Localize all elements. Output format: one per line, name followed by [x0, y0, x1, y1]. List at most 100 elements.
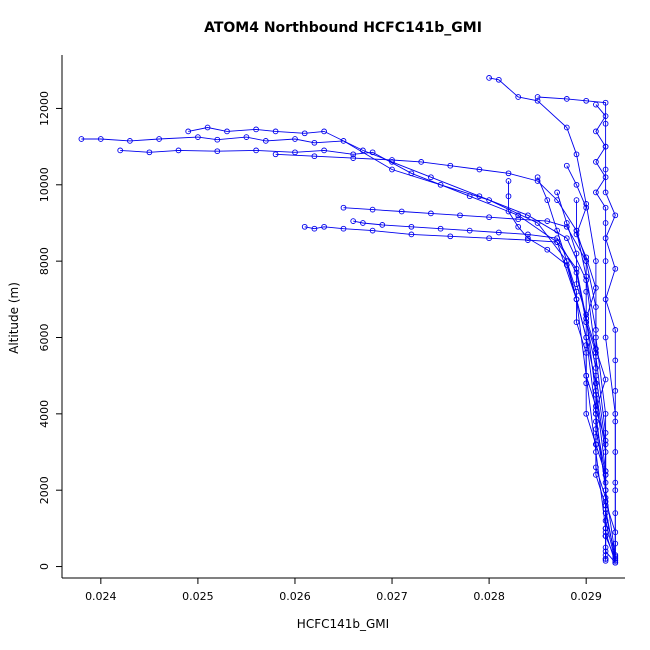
data-point: [515, 212, 522, 219]
series-line: [188, 127, 616, 559]
chart-title: ATOM4 Northbound HCFC141b_GMI: [204, 20, 482, 36]
x-tick-label: 0.028: [473, 590, 505, 603]
data-point: [563, 124, 570, 131]
data-point: [360, 147, 366, 154]
data-point: [612, 449, 619, 455]
data-point: [583, 204, 590, 211]
data-point: [573, 250, 580, 257]
series-line: [595, 104, 616, 556]
data-point: [573, 269, 580, 276]
data-point: [146, 149, 153, 156]
data-point: [573, 231, 580, 238]
data-point: [593, 327, 599, 333]
data-point: [573, 319, 580, 326]
data-point: [525, 231, 531, 238]
y-tick-label: 0: [38, 563, 51, 570]
series-line: [304, 226, 607, 548]
y-tick-label: 6000: [38, 323, 51, 351]
data-point: [593, 346, 599, 352]
series-profile-12: [534, 94, 619, 564]
series-profile-09: [272, 151, 619, 560]
y-tick-label: 2000: [38, 476, 51, 504]
data-point: [301, 130, 308, 137]
data-point: [408, 170, 415, 177]
data-point: [593, 285, 599, 291]
series-profile-10: [505, 178, 609, 564]
data-point: [602, 189, 609, 196]
data-point: [340, 204, 347, 211]
data-point: [360, 220, 366, 226]
data-point: [272, 128, 279, 135]
series-line: [353, 220, 616, 563]
data-point: [544, 197, 551, 203]
data-point: [185, 128, 192, 135]
data-point: [563, 96, 570, 102]
data-point: [214, 148, 221, 155]
data-point: [204, 124, 211, 131]
data-point: [525, 212, 531, 219]
data-point: [301, 223, 308, 230]
data-point: [534, 174, 541, 181]
data-point: [612, 510, 619, 516]
data-point: [563, 258, 570, 264]
y-tick-label: 10000: [38, 167, 51, 202]
data-point: [350, 218, 357, 224]
data-point: [418, 159, 425, 165]
series-layer: [78, 75, 619, 566]
data-point: [350, 155, 357, 161]
data-point: [515, 223, 522, 230]
data-point: [379, 222, 386, 228]
series-line: [275, 153, 616, 558]
series-profile-13: [350, 218, 619, 566]
series-profile-04: [486, 75, 619, 558]
data-point: [534, 178, 541, 184]
data-point: [563, 162, 570, 169]
data-point: [369, 206, 376, 213]
data-point: [554, 197, 560, 203]
data-point: [457, 212, 463, 219]
x-axis-title: HCFC141b_GMI: [297, 617, 389, 631]
series-line: [576, 200, 616, 560]
data-point: [593, 159, 599, 165]
data-point: [583, 349, 590, 356]
data-point: [224, 128, 230, 135]
data-point: [612, 327, 619, 333]
data-point: [554, 235, 560, 242]
y-axis-title: Altitude (m): [7, 282, 21, 354]
data-point: [583, 410, 590, 417]
data-point: [495, 76, 502, 83]
y-tick-label: 12000: [38, 91, 51, 126]
data-point: [428, 174, 434, 181]
data-point: [573, 181, 580, 188]
data-point: [398, 208, 405, 215]
data-point: [583, 254, 590, 261]
series-line: [120, 149, 607, 559]
data-point: [476, 166, 483, 173]
data-point: [447, 233, 454, 240]
data-point: [602, 99, 609, 106]
data-point: [602, 557, 609, 564]
data-point: [350, 151, 357, 158]
y-tick-label: 8000: [38, 247, 51, 275]
data-point: [505, 208, 512, 215]
data-point: [486, 75, 492, 81]
data-point: [612, 212, 619, 219]
data-point: [544, 246, 551, 253]
data-point: [602, 258, 609, 264]
data-point: [602, 502, 609, 509]
data-point: [253, 126, 259, 133]
data-point: [253, 147, 259, 154]
series-profile-01: [78, 134, 609, 558]
series-profile-15: [563, 162, 619, 560]
data-point: [593, 304, 599, 310]
data-point: [156, 136, 162, 142]
data-point: [612, 418, 619, 425]
data-point: [593, 407, 599, 413]
series-line: [537, 96, 616, 561]
data-point: [612, 479, 619, 486]
data-point: [583, 315, 590, 322]
data-point: [593, 380, 599, 387]
data-point: [554, 189, 560, 196]
data-point: [466, 227, 473, 234]
